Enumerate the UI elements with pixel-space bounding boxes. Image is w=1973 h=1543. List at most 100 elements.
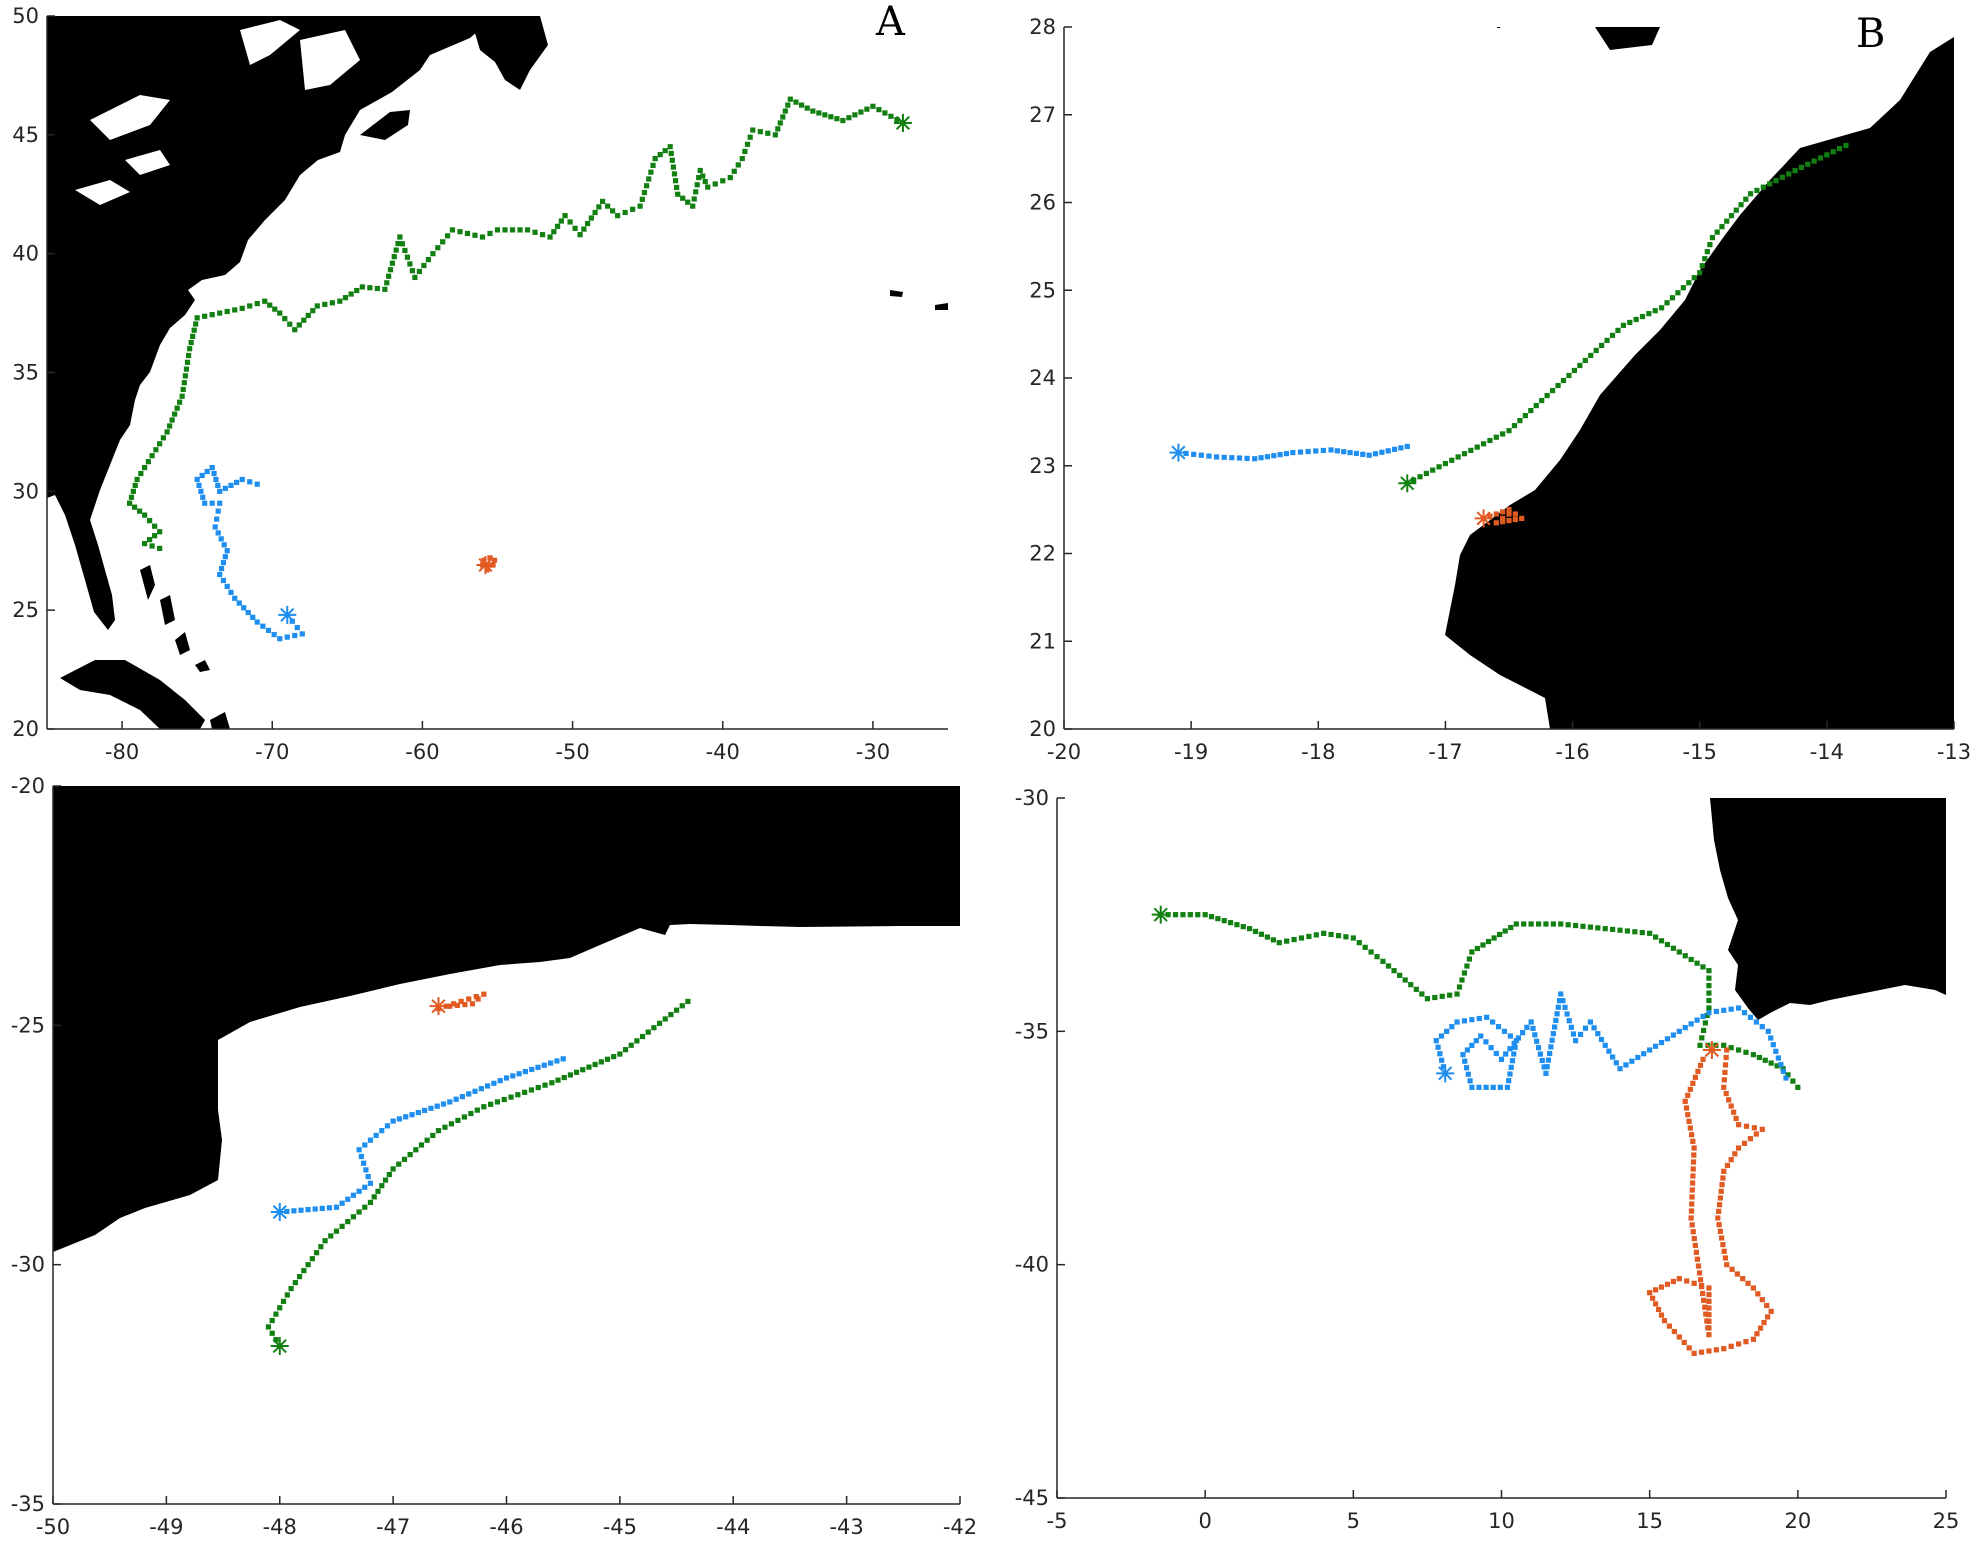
track-point bbox=[363, 1167, 369, 1173]
track-point bbox=[326, 1205, 332, 1211]
track-point bbox=[413, 1147, 419, 1153]
track-point bbox=[1757, 1325, 1764, 1331]
track-point bbox=[1484, 1014, 1490, 1020]
track-point bbox=[1549, 387, 1556, 394]
track-point bbox=[1558, 921, 1564, 927]
track-point bbox=[239, 305, 245, 311]
track-point bbox=[430, 1132, 436, 1139]
track-point bbox=[142, 464, 148, 471]
track-point bbox=[1692, 1242, 1698, 1249]
track-point bbox=[1743, 196, 1749, 202]
track-point bbox=[1780, 1068, 1787, 1074]
track-point bbox=[1768, 1035, 1774, 1041]
track-point bbox=[705, 184, 711, 190]
track-point bbox=[1528, 1019, 1534, 1025]
track-point bbox=[1462, 1058, 1468, 1064]
track-point bbox=[1610, 1054, 1616, 1060]
track-point bbox=[457, 229, 463, 235]
track-point bbox=[1707, 242, 1713, 248]
track-point bbox=[1686, 1118, 1692, 1124]
track-point bbox=[1539, 1057, 1545, 1064]
track-point bbox=[1627, 319, 1633, 326]
track-point bbox=[393, 247, 399, 253]
track-point bbox=[339, 1223, 345, 1229]
panel-d-xtick-label: 15 bbox=[1636, 1509, 1663, 1533]
start-marker-orange bbox=[1474, 509, 1493, 528]
small-islet bbox=[1497, 27, 1500, 28]
track-point bbox=[1466, 956, 1472, 962]
track-point bbox=[1735, 1047, 1742, 1053]
track-point bbox=[1750, 1336, 1756, 1342]
panel-c-ytick-label: -35 bbox=[11, 1492, 45, 1516]
track-point bbox=[209, 464, 215, 471]
panel-a-xtick-label: -60 bbox=[405, 740, 439, 764]
track-point bbox=[1252, 456, 1258, 462]
track-point bbox=[228, 589, 234, 595]
track-point bbox=[567, 1072, 574, 1078]
track-point bbox=[488, 1101, 494, 1107]
track-point bbox=[1714, 229, 1720, 235]
track-point bbox=[386, 273, 392, 279]
track-point bbox=[1652, 1301, 1659, 1307]
track-point bbox=[1468, 447, 1474, 453]
panel-b-xtick-label: -18 bbox=[1301, 740, 1335, 764]
track-point bbox=[1690, 1080, 1696, 1086]
track-point bbox=[430, 251, 436, 257]
track-point bbox=[628, 1042, 634, 1048]
track-point bbox=[217, 310, 223, 316]
track-point bbox=[361, 1160, 367, 1166]
track-point bbox=[1747, 191, 1754, 197]
start-marker-green bbox=[1151, 905, 1170, 924]
track-point bbox=[464, 230, 471, 237]
panel-a-ytick-label: 45 bbox=[12, 123, 39, 147]
track-point bbox=[1721, 1168, 1727, 1174]
track-point bbox=[292, 1280, 298, 1286]
track-point bbox=[816, 110, 822, 116]
panel-d-xtick-label: 5 bbox=[1347, 1509, 1360, 1533]
track-point bbox=[1669, 295, 1676, 301]
track-point bbox=[1368, 949, 1374, 955]
track-point bbox=[1582, 357, 1588, 364]
track-point bbox=[1706, 997, 1712, 1004]
africa-coast-landmass bbox=[1445, 37, 1954, 729]
panel-a-ytick-label: 50 bbox=[12, 4, 39, 28]
track-point bbox=[782, 108, 788, 114]
track-point bbox=[292, 327, 298, 333]
panel-a-ytick-label: 20 bbox=[12, 717, 39, 741]
track-point bbox=[1474, 444, 1480, 450]
track-point bbox=[1702, 1304, 1708, 1310]
track-point bbox=[209, 500, 215, 506]
track-point bbox=[690, 203, 696, 209]
track-point bbox=[1641, 1051, 1647, 1057]
track-point bbox=[1700, 964, 1706, 970]
track-point bbox=[184, 359, 191, 365]
track-point bbox=[1675, 290, 1681, 296]
track-point bbox=[1700, 1056, 1706, 1062]
track-point bbox=[1485, 938, 1492, 945]
track-point bbox=[1520, 1030, 1526, 1036]
track-point bbox=[440, 1101, 447, 1107]
track-point bbox=[345, 1196, 351, 1202]
track-point bbox=[185, 352, 192, 359]
track-point bbox=[450, 1001, 457, 1007]
track-point bbox=[1706, 1285, 1712, 1291]
track-point bbox=[365, 1173, 371, 1180]
track-point bbox=[375, 1188, 381, 1194]
track-point bbox=[147, 518, 153, 524]
track-point bbox=[1706, 968, 1712, 974]
track-point bbox=[1447, 992, 1453, 998]
panel-d-track-orange bbox=[1647, 1041, 1774, 1356]
track-point bbox=[1721, 1248, 1727, 1254]
track-point bbox=[888, 113, 894, 119]
track-point bbox=[209, 312, 215, 318]
track-point bbox=[126, 500, 133, 506]
track-point bbox=[1602, 926, 1608, 932]
track-point bbox=[319, 1205, 325, 1212]
track-point bbox=[1696, 1270, 1703, 1276]
track-point bbox=[1633, 316, 1639, 323]
great-lake-2 bbox=[75, 180, 130, 205]
panel-b-xtick-label: -15 bbox=[1683, 740, 1717, 764]
track-point bbox=[1735, 1341, 1742, 1347]
track-point bbox=[1541, 1064, 1547, 1070]
track-point bbox=[1366, 452, 1372, 458]
